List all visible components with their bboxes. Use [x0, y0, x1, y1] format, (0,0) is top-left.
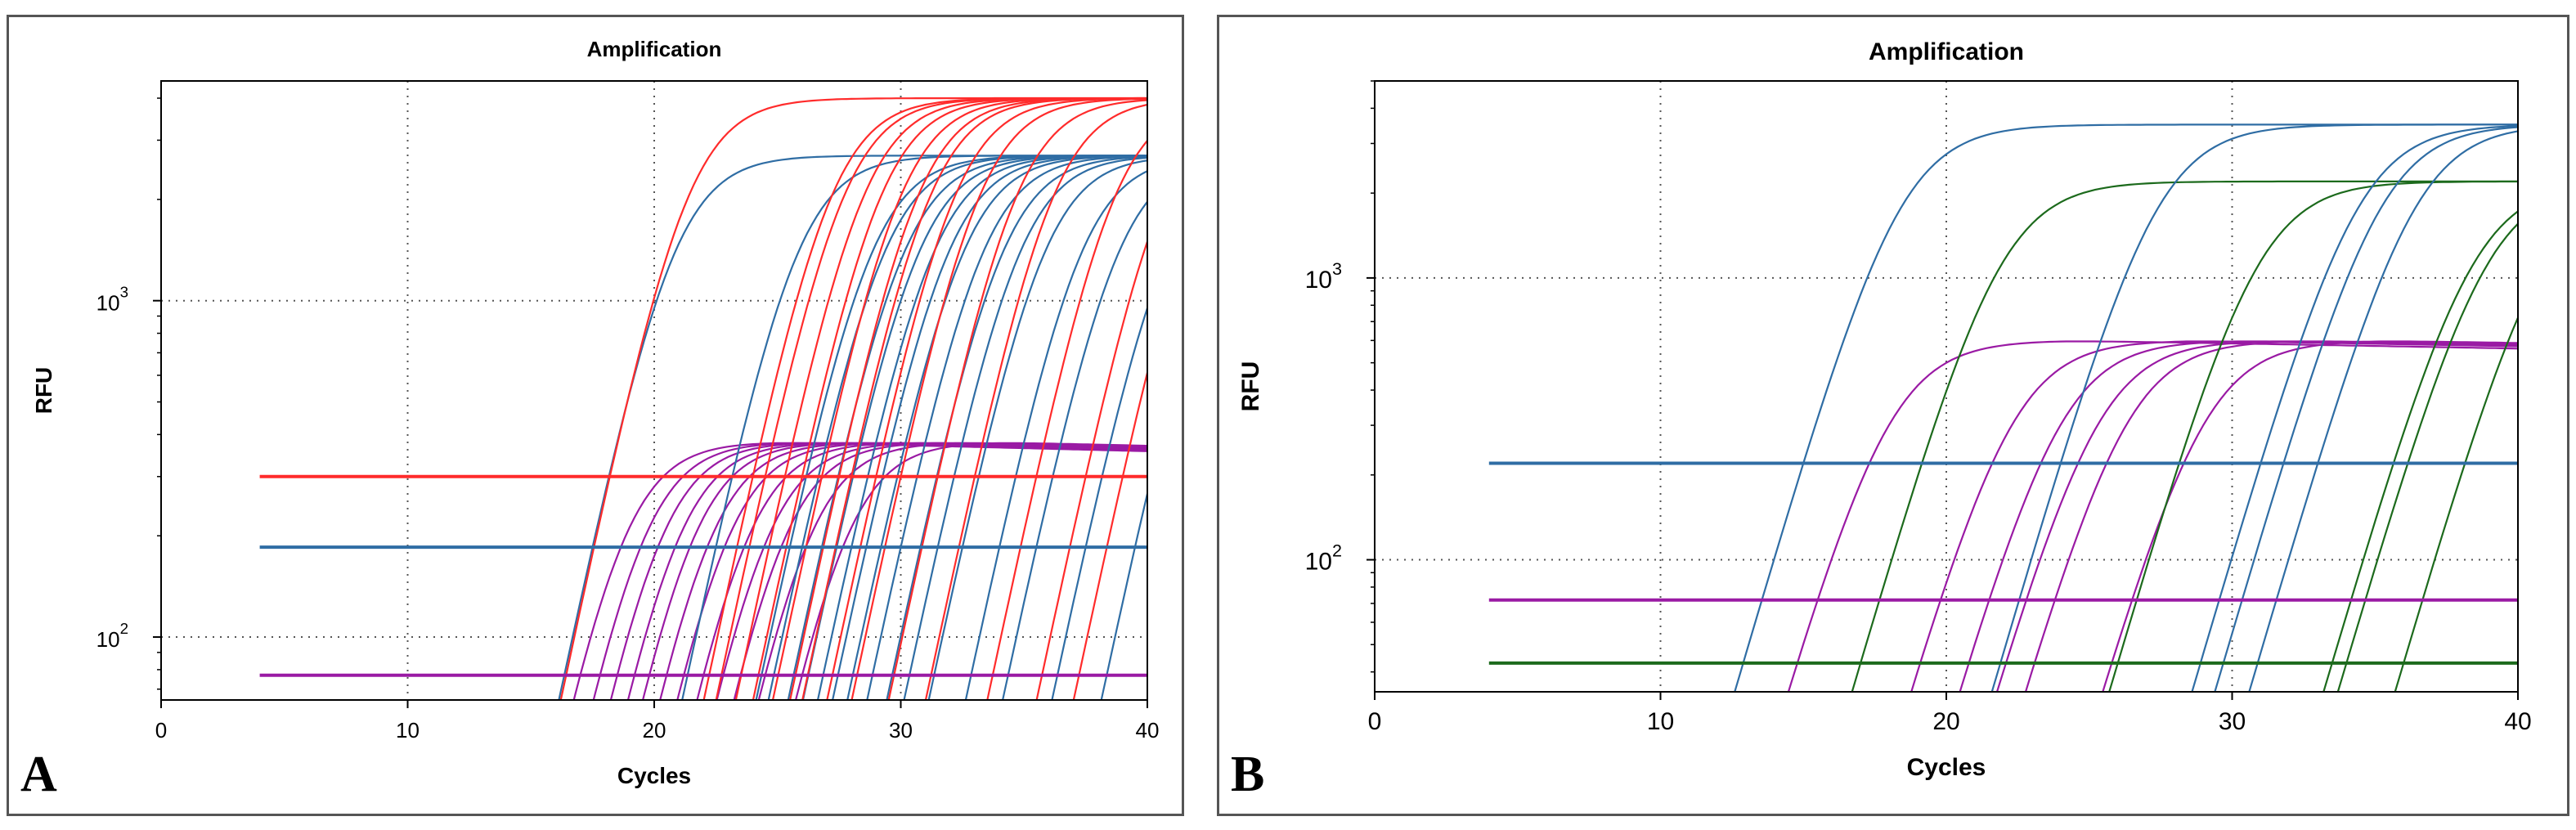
curve-blue [2214, 126, 2518, 692]
curve-red [887, 99, 1147, 700]
y-tick-base: 10 [1305, 549, 1332, 576]
x-axis-label: Cycles [1907, 754, 1986, 781]
curve-purple [592, 442, 1147, 700]
x-tick-label: 0 [1368, 708, 1382, 735]
y-tick-label: 102 [96, 620, 128, 652]
curve-red [789, 97, 1147, 700]
curve-red [850, 97, 1147, 700]
y-tick-exponent: 3 [120, 284, 128, 301]
curve-blue [767, 155, 1147, 700]
curve-purple [659, 442, 1147, 700]
curve-blue [886, 155, 1147, 700]
y-tick-exponent: 2 [120, 620, 128, 637]
curve-blue [866, 155, 1147, 700]
curve-blue [1990, 123, 2518, 692]
curve-purple [2024, 340, 2518, 692]
curve-red [715, 97, 1147, 700]
x-axis-label: Cycles [617, 763, 691, 788]
curve-purple [572, 442, 1147, 700]
chart-title: Amplification [1869, 38, 2024, 65]
curve-blue [903, 156, 1147, 700]
curve-red [801, 97, 1147, 700]
x-tick-label: 0 [155, 718, 167, 743]
chart-title: Amplification [587, 37, 722, 61]
curve-purple [696, 442, 1147, 700]
curve-purple [641, 442, 1147, 700]
curve-blue [787, 155, 1147, 700]
curve-blue [964, 170, 1147, 700]
x-tick-label: 40 [1136, 718, 1160, 743]
chart-panel-a: Amplification 0 10 20 30 40 102 103 Cycles RFU A [7, 15, 1184, 816]
y-tick-label: 103 [1305, 258, 1342, 294]
x-tick-label: 10 [396, 718, 420, 743]
x-tick-label: 30 [889, 718, 913, 743]
curve-purple [794, 442, 1147, 700]
curve-blue [1734, 123, 2518, 692]
curve-blue [801, 155, 1147, 700]
curve-green [2108, 180, 2518, 692]
curve-purple [2102, 340, 2518, 692]
curve-purple [716, 442, 1147, 700]
x-tick-label: 10 [1647, 708, 1674, 735]
curve-blue [2248, 130, 2518, 692]
y-tick-label: 102 [1305, 541, 1342, 576]
plot-area [1734, 123, 2518, 692]
curve-green [1851, 180, 2518, 692]
curve-blue [755, 155, 1147, 700]
curve-blue [927, 159, 1147, 700]
curve-purple [626, 442, 1147, 700]
curve-red [752, 97, 1147, 700]
curve-blue [681, 155, 1147, 700]
curve-blue [832, 155, 1147, 700]
y-tick-label: 103 [96, 284, 128, 316]
x-tick-label: 40 [2504, 708, 2531, 735]
y-axis-label: RFU [31, 367, 56, 415]
panel-label-b: B [1231, 747, 1265, 802]
curve-purple [609, 442, 1147, 700]
curve-red [771, 97, 1147, 700]
curve-red [559, 96, 1147, 700]
panel-label-a: A [20, 747, 57, 802]
x-tick-label: 20 [643, 718, 666, 743]
y-axis-label: RFU [1237, 361, 1264, 412]
curve-purple [1787, 340, 2518, 692]
x-tick-label: 20 [1932, 708, 1959, 735]
plot-area [558, 96, 1147, 700]
y-tick-exponent: 2 [1332, 541, 1342, 561]
chart-panel-b: Amplification 0 10 20 30 40 102 103 Cycles RFU B [1217, 15, 2569, 816]
y-tick-exponent: 3 [1332, 258, 1342, 279]
curve-red [924, 103, 1147, 700]
curve-blue [846, 155, 1147, 700]
y-tick-base: 10 [96, 291, 120, 316]
curve-green [2322, 210, 2518, 692]
curve-purple [676, 442, 1147, 700]
curve-purple [757, 442, 1147, 700]
curve-blue [816, 155, 1147, 700]
y-tick-base: 10 [96, 627, 120, 652]
curve-blue [2191, 124, 2518, 692]
y-tick-base: 10 [1305, 267, 1332, 294]
curve-red [826, 97, 1147, 700]
x-tick-label: 30 [2219, 708, 2246, 735]
curve-purple [733, 442, 1147, 700]
curve-red [734, 97, 1147, 700]
